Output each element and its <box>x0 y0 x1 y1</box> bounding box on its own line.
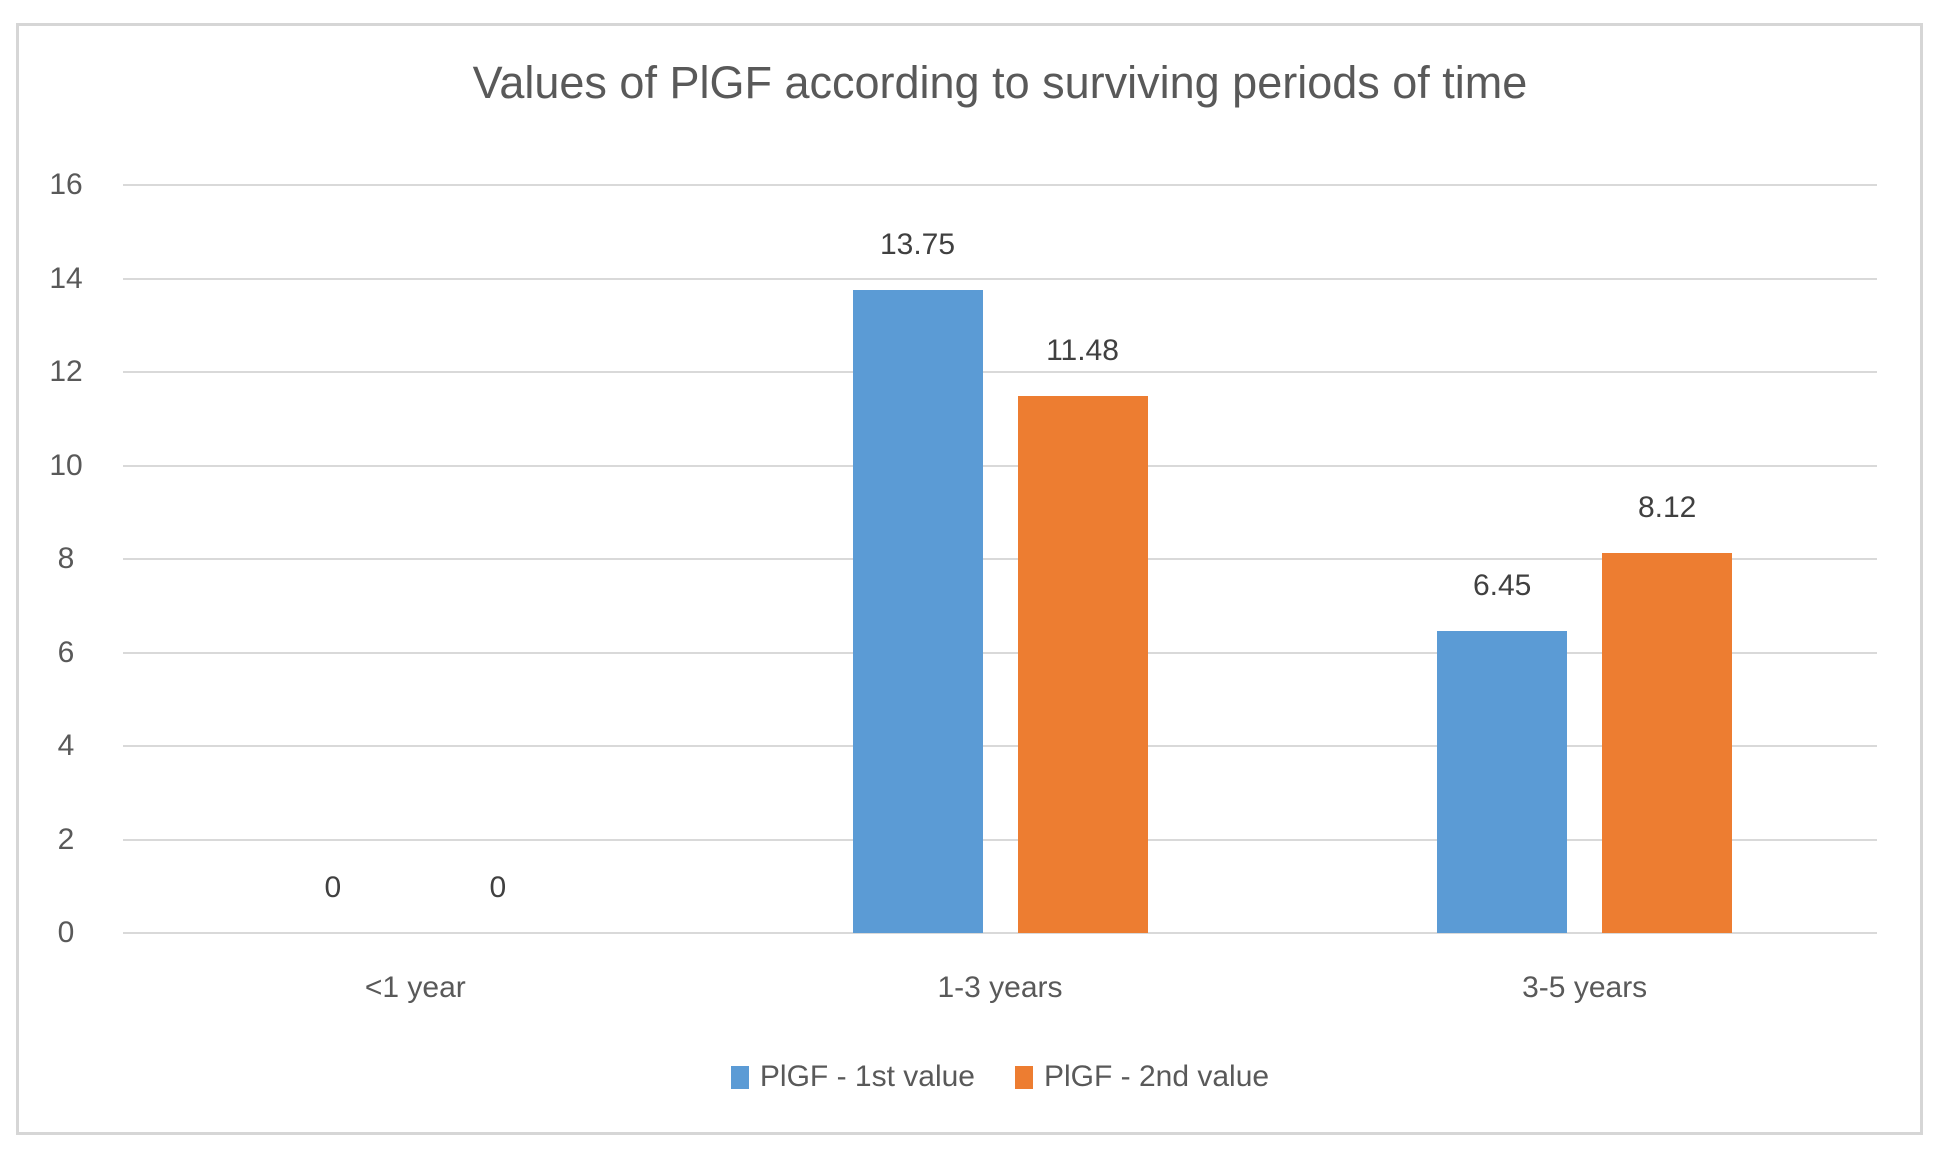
bar-value-label: 0 <box>489 871 507 904</box>
bar <box>1017 396 1148 933</box>
gridline <box>123 932 1877 934</box>
x-axis-category-label: 1-3 years <box>937 971 1063 1004</box>
y-axis-tick-label: 2 <box>57 822 75 856</box>
legend: PlGF - 1st value PlGF - 2nd value <box>123 1058 1877 1096</box>
legend-item: PlGF - 1st value <box>730 1059 975 1095</box>
bar <box>1437 631 1568 933</box>
gridline <box>123 558 1877 560</box>
gridline <box>123 464 1877 467</box>
y-axis-tick-label: 10 <box>49 448 83 482</box>
legend-label: PlGF - 1st value <box>759 1060 975 1093</box>
bar-value-label: 11.48 <box>1046 334 1119 368</box>
y-axis-tick-label: 6 <box>57 635 75 669</box>
y-axis-tick-label: 12 <box>49 355 83 388</box>
gridline <box>123 277 1877 280</box>
y-axis-tick-label: 14 <box>49 261 83 295</box>
y-axis-tick-label: 0 <box>57 916 75 949</box>
x-axis-category-label: <1 year <box>364 971 466 1004</box>
y-axis-tick-label: 16 <box>49 168 83 201</box>
y-axis-tick-label: 8 <box>57 542 75 575</box>
legend-label: PlGF - 2nd value <box>1043 1060 1270 1093</box>
gridline <box>123 184 1877 186</box>
gridline <box>123 651 1877 654</box>
legend-item: PlGF - 2nd value <box>1014 1059 1270 1095</box>
gridline <box>123 745 1877 747</box>
bar <box>852 290 983 933</box>
bar-value-label: 13.75 <box>879 228 956 262</box>
x-axis-category-label: 3-5 years <box>1522 971 1648 1004</box>
gridline <box>123 838 1877 841</box>
y-axis-tick-label: 4 <box>57 729 75 762</box>
chart-title: Values of PlGF according to surviving pe… <box>472 57 1528 108</box>
bar-value-label: 0 <box>324 871 342 904</box>
bar-value-label: 8.12 <box>1637 491 1697 525</box>
legend-swatch <box>730 1065 749 1089</box>
gridline <box>123 371 1877 373</box>
legend-swatch <box>1014 1065 1033 1089</box>
bar-value-label: 6.45 <box>1472 569 1532 603</box>
bar <box>1602 553 1733 933</box>
